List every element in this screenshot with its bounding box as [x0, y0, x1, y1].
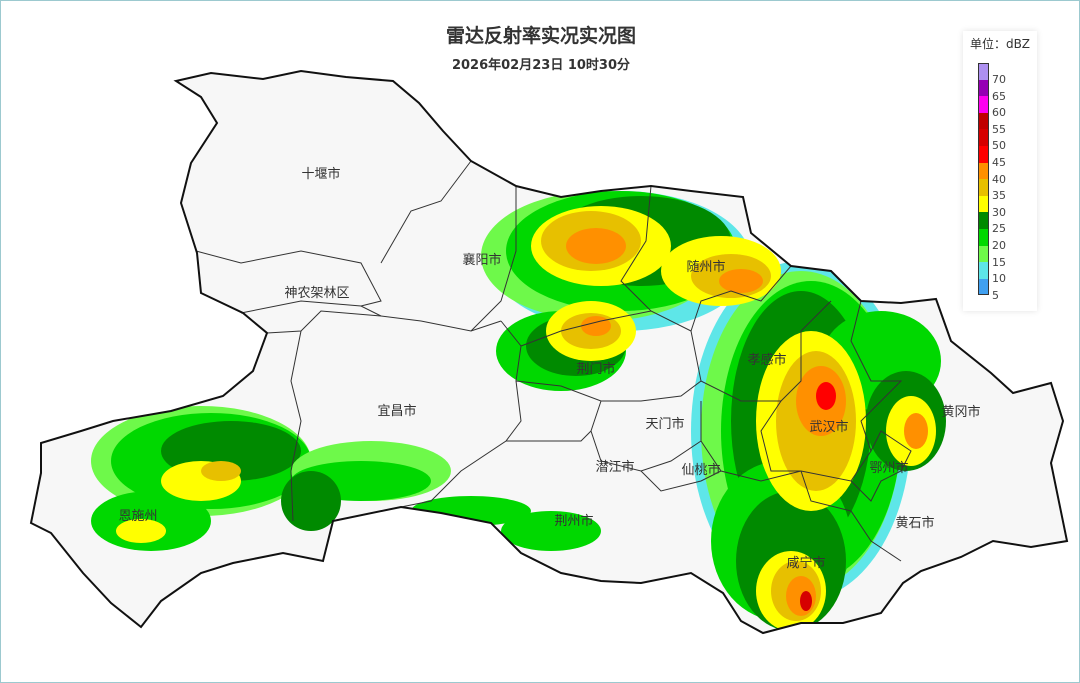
legend-label: 30: [992, 205, 1006, 219]
radar-echo: [281, 471, 341, 531]
legend-swatch: [978, 79, 989, 97]
city-label: 荆门市: [576, 361, 615, 377]
legend-label: 5: [992, 288, 999, 302]
city-border: [850, 430, 912, 502]
legend-label: 25: [992, 222, 1006, 236]
map-title: 雷达反射率实况实况图: [445, 25, 636, 47]
city-border: [290, 330, 302, 522]
radar-echo: [566, 228, 626, 264]
city-border: [506, 430, 592, 442]
radar-echo: [816, 382, 836, 410]
radar-echo: [201, 461, 241, 481]
legend-swatch: [978, 195, 989, 213]
color-legend: 单位：dBZ 70 65 60 55 50 45 40 35 30 25 20 15 10 5: [963, 31, 1037, 311]
legend-swatch: [978, 179, 989, 196]
city-label: 黄石市: [895, 515, 934, 531]
city-border: [760, 400, 882, 482]
city-border: [400, 320, 522, 508]
map-timestamp: 2026年02月23日 10时30分: [451, 58, 631, 73]
city-label: 襄阳市: [462, 252, 501, 268]
legend-label: 10: [992, 272, 1006, 286]
legend-label: 40: [992, 172, 1006, 186]
legend-swatch: [978, 129, 989, 146]
legend-label: 35: [992, 189, 1006, 203]
city-label: 随州市: [686, 259, 725, 275]
legend-label: 65: [992, 89, 1006, 103]
city-border: [850, 300, 903, 402]
legend-label: 15: [992, 255, 1006, 269]
city-label: 荆州市: [554, 513, 593, 529]
legend-swatch: [978, 245, 989, 263]
city-label: 宜昌市: [377, 403, 416, 419]
legend-swatch: [978, 212, 989, 229]
legend-label: 60: [992, 106, 1006, 120]
legend-label: 55: [992, 122, 1006, 136]
radar-echo: [800, 591, 812, 611]
legend-swatch: [978, 262, 989, 279]
city-label: 恩施州: [118, 509, 157, 524]
city-border: [195, 250, 382, 307]
legend-label: 45: [992, 156, 1006, 169]
city-border: [470, 186, 517, 332]
city-border: [700, 300, 832, 402]
legend-swatch: [978, 63, 989, 80]
city-borders: [195, 160, 912, 562]
city-border: [240, 300, 382, 317]
legend-label: 20: [992, 239, 1006, 252]
city-label: 咸宁市: [786, 555, 825, 571]
legend-swatch: [978, 229, 989, 246]
city-border: [800, 470, 902, 562]
radar-echo: [501, 511, 601, 551]
legend-unit: 单位：dBZ: [969, 37, 1031, 51]
province-border: [29, 69, 1069, 635]
city-label: 十堰市: [301, 166, 340, 182]
legend-label: 50: [992, 139, 1006, 153]
city-label: 仙桃市: [681, 462, 720, 478]
city-border: [520, 310, 652, 347]
legend-swatch: [978, 112, 989, 130]
legend-swatch: [978, 146, 989, 163]
city-label: 天门市: [645, 416, 684, 432]
legend-swatch: [978, 162, 989, 180]
radar-echo: [904, 413, 928, 449]
legend-swatch: [978, 278, 989, 296]
city-border: [380, 160, 472, 264]
legend-swatch: [978, 96, 989, 113]
radar-echo: [581, 316, 611, 336]
city-label: 孝感市: [747, 352, 786, 368]
city-label: 神农架林区: [284, 286, 349, 301]
radar-echo: [116, 519, 166, 543]
legend-label: 70: [992, 73, 1006, 86]
city-label: 武汉市: [809, 419, 848, 435]
radar-echo: [719, 269, 763, 293]
city-label: 鄂州市: [869, 460, 908, 476]
city-label: 潜江市: [595, 459, 634, 475]
city-label: 黄冈市: [941, 404, 980, 420]
city-border: [640, 470, 722, 492]
city-border: [700, 440, 802, 482]
